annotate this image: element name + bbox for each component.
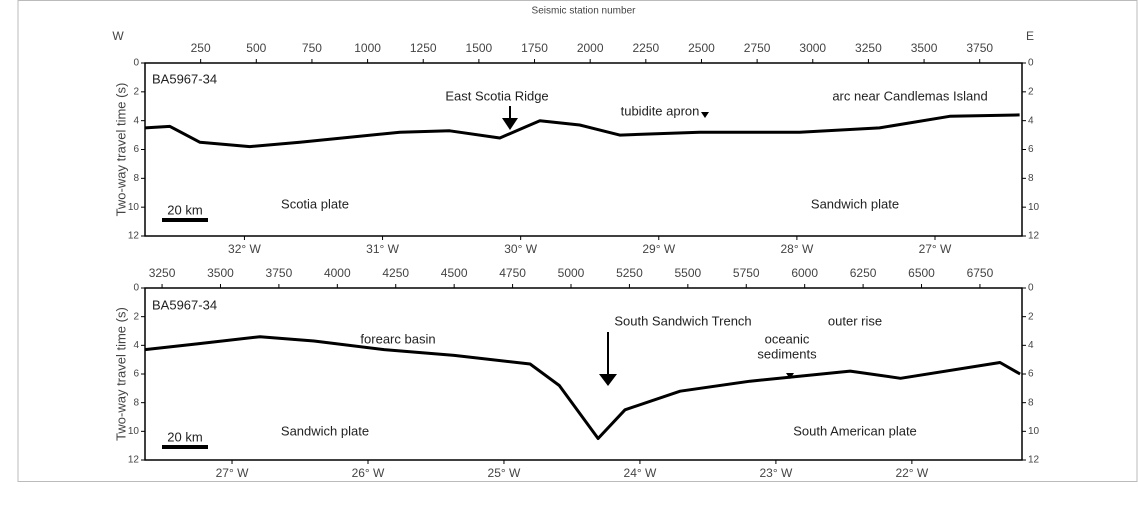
y-tick-label: 0 [133, 58, 139, 69]
west-label: W [112, 29, 124, 43]
y-tick-label: 8 [133, 397, 139, 408]
x-tick-label: 3250 [855, 41, 882, 55]
x-tick-label: 2500 [688, 41, 715, 55]
y-tick-label-right: 10 [1028, 426, 1040, 437]
y-tick-label-right: 2 [1028, 311, 1034, 322]
y-tick-label: 6 [133, 369, 139, 380]
y-tick-label-right: 10 [1028, 202, 1040, 213]
annotation: BA5967-34 [152, 71, 217, 86]
y-tick-label-right: 6 [1028, 144, 1034, 155]
annotation: forearc basin [360, 331, 435, 346]
east-label: E [1026, 29, 1034, 43]
x-tick-label: 250 [191, 41, 211, 55]
annotation: South American plate [793, 423, 917, 438]
x-tick-label: 2750 [744, 41, 771, 55]
x-tick-label: 4000 [324, 266, 351, 280]
x-tick-label: 5250 [616, 266, 643, 280]
annotation: Sandwich plate [281, 423, 369, 438]
x-tick-label: 4250 [382, 266, 409, 280]
x-tick-label: 3500 [911, 41, 938, 55]
annotation: 20 km [167, 429, 202, 444]
y-tick-label-right: 2 [1028, 86, 1034, 97]
x-tick-label: 4500 [441, 266, 468, 280]
y-tick-label-right: 12 [1028, 231, 1040, 242]
x2-tick-label: 27° W [216, 466, 249, 480]
y-tick-label-right: 0 [1028, 283, 1034, 294]
y-tick-label: 10 [128, 426, 140, 437]
y-tick-label: 4 [133, 115, 139, 126]
y-tick-label: 10 [128, 202, 140, 213]
y-tick-label-right: 8 [1028, 173, 1034, 184]
arrow-head [599, 374, 617, 386]
annotation: 20 km [167, 202, 202, 217]
x-tick-label: 2250 [632, 41, 659, 55]
x-tick-label: 3250 [149, 266, 176, 280]
x2-tick-label: 29° W [642, 242, 675, 256]
x-tick-label: 2000 [577, 41, 604, 55]
x-axis-title: Seismic station number [532, 6, 637, 17]
x-tick-label: 1250 [410, 41, 437, 55]
y-tick-label: 12 [128, 231, 140, 242]
x2-tick-label: 23° W [759, 466, 792, 480]
y-tick-label-right: 12 [1028, 455, 1040, 466]
x-tick-label: 1000 [354, 41, 381, 55]
y-axis-title: Two-way travel time (s) [113, 83, 128, 217]
y-tick-label: 0 [133, 283, 139, 294]
seafloor-profile [145, 115, 1020, 147]
x2-tick-label: 27° W [919, 242, 952, 256]
marker [701, 112, 709, 118]
y-tick-label: 2 [133, 311, 139, 322]
y-tick-label-right: 4 [1028, 340, 1034, 351]
x2-tick-label: 28° W [780, 242, 813, 256]
x-tick-label: 5500 [674, 266, 701, 280]
y-tick-label: 8 [133, 173, 139, 184]
annotation: tubidite apron [621, 103, 700, 118]
annotation: Sandwich plate [811, 196, 899, 211]
x-tick-label: 4750 [499, 266, 526, 280]
x2-tick-label: 32° W [228, 242, 261, 256]
annotation: outer rise [828, 313, 882, 328]
annotation: BA5967-34 [152, 297, 217, 312]
x-tick-label: 6750 [967, 266, 994, 280]
x-tick-label: 3750 [966, 41, 993, 55]
x-tick-label: 6250 [850, 266, 877, 280]
annotation: sediments [757, 346, 817, 361]
x-tick-label: 6500 [908, 266, 935, 280]
annotation: East Scotia Ridge [445, 88, 548, 103]
y-tick-label: 2 [133, 86, 139, 97]
x2-tick-label: 24° W [624, 466, 657, 480]
x2-tick-label: 31° W [366, 242, 399, 256]
x2-tick-label: 26° W [352, 466, 385, 480]
y-tick-label: 4 [133, 340, 139, 351]
y-tick-label-right: 8 [1028, 397, 1034, 408]
y-tick-label: 12 [128, 455, 140, 466]
x2-tick-label: 22° W [895, 466, 928, 480]
annotation: South Sandwich Trench [614, 313, 751, 328]
x2-tick-label: 25° W [488, 466, 521, 480]
annotation: oceanic [765, 331, 810, 346]
annotation: arc near Candlemas Island [832, 88, 987, 103]
x-tick-label: 750 [302, 41, 322, 55]
y-tick-label-right: 6 [1028, 369, 1034, 380]
y-tick-label: 6 [133, 144, 139, 155]
y-tick-label-right: 4 [1028, 115, 1034, 126]
x-tick-label: 1500 [466, 41, 493, 55]
x-tick-label: 3500 [207, 266, 234, 280]
x-tick-label: 5750 [733, 266, 760, 280]
x-tick-label: 3750 [266, 266, 293, 280]
x-tick-label: 1750 [521, 41, 548, 55]
figure: Seismic station number W E Two-way travel t… [0, 0, 1138, 507]
x-tick-label: 500 [246, 41, 266, 55]
x-tick-label: 6000 [791, 266, 818, 280]
x-tick-label: 5000 [558, 266, 585, 280]
x2-tick-label: 30° W [504, 242, 537, 256]
y-tick-label-right: 0 [1028, 58, 1034, 69]
x-tick-label: 3000 [799, 41, 826, 55]
y-axis-title: Two-way travel time (s) [113, 307, 128, 441]
arrow-head [502, 118, 518, 130]
annotation: Scotia plate [281, 196, 349, 211]
